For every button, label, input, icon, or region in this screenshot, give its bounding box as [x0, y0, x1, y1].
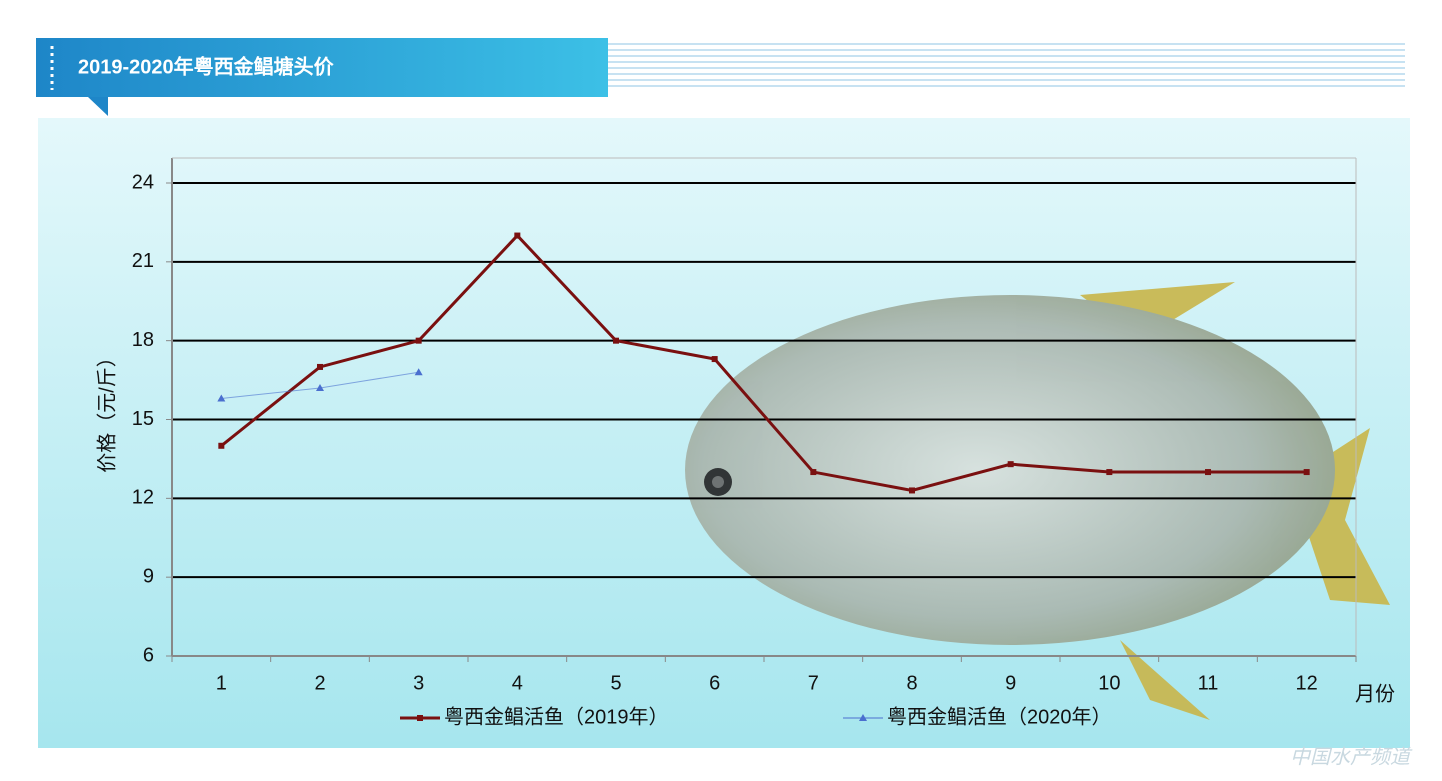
point	[859, 714, 867, 721]
legend-label: 粤西金鲳活鱼（2019年）	[444, 705, 669, 728]
x-tick-label: 6	[709, 672, 720, 694]
point	[514, 232, 521, 239]
y-tick-label: 18	[132, 329, 154, 351]
y-tick-label: 6	[143, 644, 154, 666]
x-tick-label: 12	[1296, 672, 1318, 694]
x-tick-label: 7	[808, 672, 819, 694]
watermark: 中国水产频道	[1290, 746, 1413, 768]
x-tick-label: 4	[512, 672, 523, 694]
x-tick-label: 10	[1098, 672, 1120, 694]
x-tick-label: 9	[1005, 672, 1016, 694]
y-tick-label: 12	[132, 487, 154, 509]
series-line	[220, 233, 1307, 492]
x-tick-label: 8	[906, 672, 917, 694]
point	[1106, 469, 1113, 476]
fish-illustration	[685, 282, 1390, 720]
point	[1303, 469, 1310, 476]
chart-title: 2019-2020年粤西金鲳塘头价	[78, 54, 335, 78]
x-tick-label: 3	[413, 672, 424, 694]
point	[317, 363, 323, 370]
point	[810, 469, 817, 476]
x-tick-label: 2	[314, 672, 325, 694]
point	[415, 337, 422, 344]
y-tick-label: 21	[132, 250, 154, 272]
point	[909, 487, 915, 494]
point	[414, 368, 423, 376]
x-axis-label: 月份	[1355, 682, 1395, 705]
point	[711, 356, 718, 363]
point	[417, 715, 423, 721]
point	[1205, 469, 1211, 476]
point	[218, 442, 225, 449]
y-tick-label: 9	[143, 565, 154, 587]
point	[613, 337, 619, 344]
y-tick-label: 24	[132, 171, 154, 193]
banner	[36, 38, 1405, 116]
legend-label: 粤西金鲳活鱼（2020年）	[887, 705, 1112, 728]
x-tick-label: 1	[216, 672, 227, 694]
x-tick-label: 11	[1198, 672, 1219, 694]
y-axis-label: 价格（元/斤）	[95, 347, 118, 473]
point	[217, 394, 226, 402]
x-tick-label: 5	[610, 672, 621, 694]
point	[1007, 461, 1014, 468]
y-tick-label: 15	[132, 408, 154, 430]
point	[316, 383, 324, 391]
